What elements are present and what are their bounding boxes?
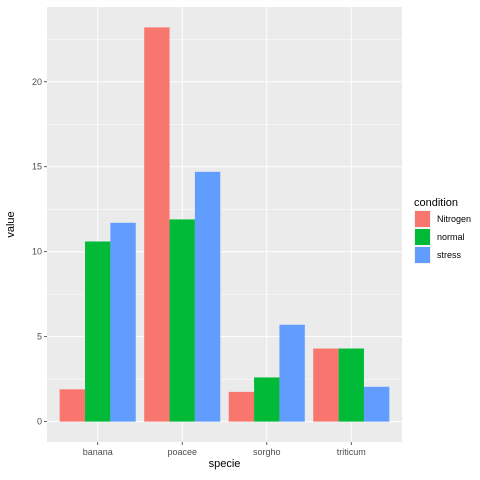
legend-swatch-stress [415,247,430,263]
y-tick-label: 15 [32,162,42,172]
legend-swatch-normal [415,229,430,245]
bar-stress-sorgho [279,324,305,422]
bar-normal-poacee [169,219,195,422]
legend-swatch-nitrogen [415,211,430,227]
y-axis: 0 5 10 15 20 [32,77,47,427]
legend-title: condition [414,197,458,209]
x-tick-label: sorgho [253,447,281,457]
bar-normal-banana [85,241,111,422]
legend: condition Nitrogen normal stress [414,197,471,264]
bar-stress-banana [110,222,136,422]
legend-label-nitrogen: Nitrogen [437,214,471,224]
y-tick-label: 10 [32,247,42,257]
x-tick-label: banana [83,447,113,457]
x-axis: banana poacee sorgho triticum [83,442,366,457]
bar-stress-triticum [363,386,390,422]
bars [59,27,390,422]
legend-items: Nitrogen normal stress [414,210,471,264]
y-tick-label: 5 [37,332,42,342]
x-tick-label: poacee [167,447,197,457]
bar-stress-poacee [194,171,221,422]
legend-label-normal: normal [437,232,465,242]
bar-normal-triticum [338,348,364,422]
legend-label-stress: stress [437,250,462,260]
y-tick-label: 20 [32,77,42,87]
bar-nitrogen-banana [59,389,86,422]
x-axis-title: specie [209,458,241,470]
x-tick-label: triticum [337,447,366,457]
bar-nitrogen-poacee [144,27,170,422]
bar-normal-sorgho [254,377,280,422]
bar-nitrogen-sorgho [228,391,255,422]
y-axis-title: value [5,211,17,237]
y-tick-label: 0 [37,417,42,427]
bar-nitrogen-triticum [313,348,339,422]
